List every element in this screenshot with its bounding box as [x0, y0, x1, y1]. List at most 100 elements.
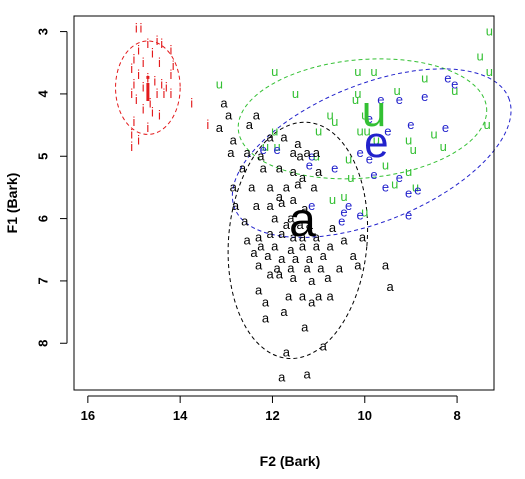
point-u: u: [262, 139, 269, 154]
point-a: a: [264, 248, 272, 263]
point-i: i: [206, 117, 209, 132]
x-axis: 16 14 12 10 8: [81, 395, 461, 423]
data-points: i iii ii iii i i ii i i ii ii i ii i i i ii i ii i ii iii iiuu…: [130, 20, 493, 384]
point-e: e: [345, 198, 352, 213]
point-u: u: [357, 123, 364, 138]
point-i: i: [130, 126, 133, 141]
point-i: i: [137, 67, 140, 82]
point-a: a: [299, 170, 307, 185]
x-tick-label: 16: [81, 408, 95, 423]
point-a: a: [308, 273, 316, 288]
point-i: i: [146, 36, 149, 51]
point-i: i: [133, 77, 136, 92]
point-a: a: [287, 242, 295, 257]
point-u: u: [382, 158, 389, 173]
point-i: i: [165, 80, 168, 95]
point-a: a: [313, 229, 321, 244]
point-u: u: [370, 64, 377, 79]
point-a: a: [301, 201, 309, 216]
point-a: a: [262, 310, 270, 325]
y-tick-label: 5: [35, 153, 50, 160]
point-i: i: [169, 67, 172, 82]
point-i: i: [142, 102, 145, 117]
point-a: a: [267, 267, 275, 282]
point-a: a: [290, 145, 298, 160]
point-a: a: [327, 239, 335, 254]
x-tick-label: 8: [453, 408, 460, 423]
y-axis: 3 4 5 6 7 8: [35, 28, 68, 347]
point-u: u: [271, 64, 278, 79]
point-a: a: [283, 179, 291, 194]
point-a: a: [232, 198, 240, 213]
point-i: i: [130, 61, 133, 76]
point-i: i: [130, 139, 133, 154]
point-u: u: [483, 117, 490, 132]
point-e: e: [414, 183, 421, 198]
point-a: a: [382, 257, 390, 272]
point-a: a: [278, 195, 286, 210]
point-u: u: [405, 164, 412, 179]
point-i: i: [190, 95, 193, 110]
point-a: a: [216, 120, 224, 135]
centroid-label-u: u: [362, 87, 386, 136]
point-i: i: [142, 55, 145, 70]
point-a: a: [239, 161, 247, 176]
point-u: u: [440, 139, 447, 154]
point-a: a: [313, 145, 321, 160]
point-a: a: [324, 270, 332, 285]
point-i: i: [172, 58, 175, 73]
point-a: a: [320, 338, 328, 353]
point-a: a: [299, 239, 307, 254]
point-a: a: [350, 248, 358, 263]
point-a: a: [285, 289, 293, 304]
point-e: e: [357, 207, 364, 222]
point-e: e: [366, 151, 373, 166]
centroid-label-i: i: [144, 71, 152, 109]
point-a: a: [255, 229, 263, 244]
point-u: u: [486, 64, 493, 79]
point-a: a: [290, 270, 298, 285]
point-e: e: [357, 145, 364, 160]
point-i: i: [160, 36, 163, 51]
point-a: a: [310, 179, 318, 194]
ellipse-e: [231, 68, 512, 238]
point-e: e: [396, 92, 403, 107]
point-u: u: [329, 192, 336, 207]
point-u: u: [216, 77, 223, 92]
point-a: a: [294, 136, 302, 151]
x-tick-label: 12: [265, 408, 279, 423]
point-a: a: [230, 179, 238, 194]
point-a: a: [294, 176, 302, 191]
point-u: u: [451, 83, 458, 98]
point-a: a: [354, 257, 362, 272]
point-a: a: [359, 229, 367, 244]
point-a: a: [248, 179, 256, 194]
point-i: i: [158, 108, 161, 123]
point-a: a: [287, 211, 295, 226]
point-a: a: [315, 289, 323, 304]
centroid-labels: i uea: [144, 71, 388, 247]
point-i: i: [153, 73, 156, 88]
point-a: a: [276, 267, 284, 282]
point-a: a: [308, 295, 316, 310]
point-i: i: [151, 45, 154, 60]
point-a: a: [329, 220, 337, 235]
point-u: u: [273, 139, 280, 154]
point-i: i: [149, 95, 152, 110]
y-tick-label: 4: [35, 90, 50, 98]
point-i: i: [163, 86, 166, 101]
point-a: a: [255, 282, 263, 297]
point-e: e: [405, 186, 412, 201]
point-a: a: [313, 239, 321, 254]
point-e: e: [405, 207, 412, 222]
ellipse-u: [237, 58, 488, 180]
point-a: a: [276, 161, 284, 176]
point-a: a: [306, 217, 314, 232]
point-u: u: [352, 92, 359, 107]
point-i: i: [169, 86, 172, 101]
point-a: a: [253, 108, 261, 123]
point-a: a: [243, 145, 251, 160]
point-a: a: [280, 304, 288, 319]
confidence-ellipses: [115, 40, 512, 360]
point-u: u: [361, 204, 368, 219]
